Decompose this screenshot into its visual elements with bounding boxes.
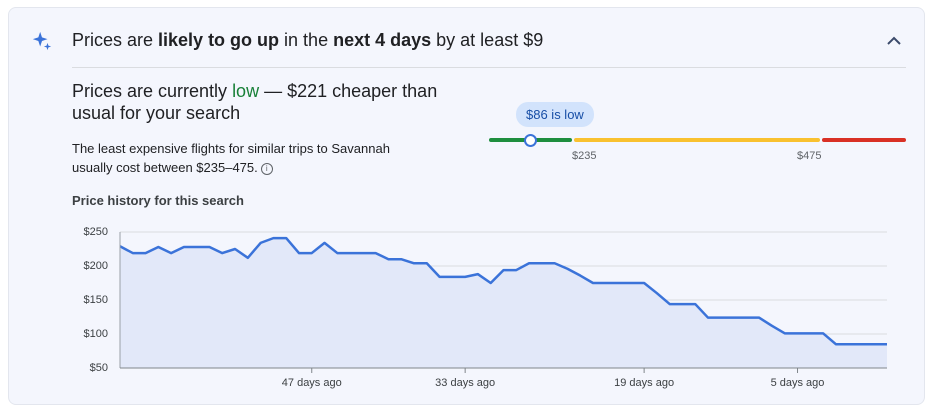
- range-label: $235: [572, 150, 597, 162]
- summary-text: Prices are currently: [72, 81, 233, 101]
- summary-highlight: low: [232, 81, 260, 101]
- range-label: $475: [797, 150, 822, 162]
- range-typical: [574, 138, 820, 142]
- headline-text: in the: [279, 30, 334, 50]
- headline-text: Prices are: [72, 30, 159, 50]
- y-tick-label: $100: [84, 328, 108, 340]
- headline-bold: likely to go up: [158, 30, 280, 50]
- summary-text: — $221 cheaper than usual for your searc…: [72, 81, 438, 123]
- x-tick-label: 33 days ago: [435, 377, 495, 389]
- headline: Prices are likely to go up in the next 4…: [72, 30, 543, 51]
- sparkle-icon: [32, 31, 52, 51]
- chart-title: Price history for this search: [72, 193, 244, 208]
- divider: [72, 67, 906, 68]
- y-tick-label: $200: [84, 260, 108, 272]
- details: The least expensive flights for similar …: [72, 139, 412, 177]
- area: [120, 238, 887, 368]
- details-text: The least expensive flights for similar …: [72, 141, 390, 175]
- collapse-chevron[interactable]: [887, 36, 901, 46]
- price-badge: $86 is low: [516, 102, 594, 127]
- headline-bold: next 4 days: [333, 30, 432, 50]
- info-icon[interactable]: i: [260, 162, 273, 175]
- y-tick-label: $50: [90, 362, 108, 374]
- price-line: [119, 236, 887, 346]
- x-tick-label: 5 days ago: [771, 377, 825, 389]
- x-tick-label: 19 days ago: [614, 377, 674, 389]
- summary: Prices are currently low — $221 cheaper …: [72, 80, 452, 124]
- x-tick-label: 47 days ago: [282, 377, 342, 389]
- range-marker: [524, 134, 537, 147]
- y-tick-label: $250: [84, 226, 108, 238]
- range-high: [822, 138, 906, 142]
- y-tick-label: $150: [84, 294, 108, 306]
- headline-text: by at least $9: [431, 30, 544, 50]
